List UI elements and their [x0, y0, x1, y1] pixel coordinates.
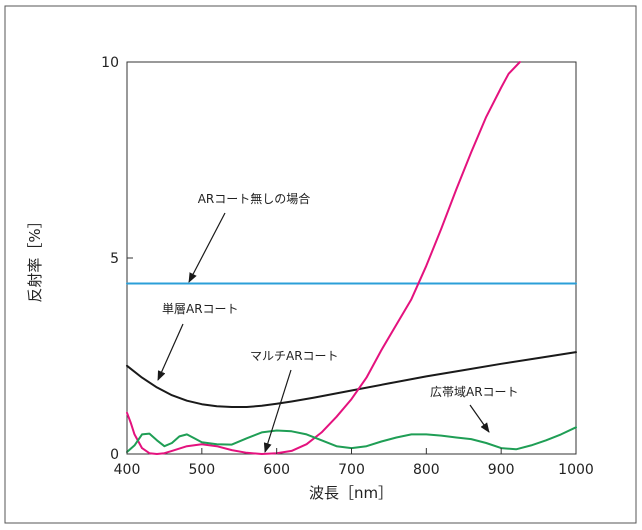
x-tick-label: 600 — [263, 462, 290, 478]
chart-frame — [4, 5, 637, 524]
y-tick-label: 5 — [110, 251, 119, 267]
x-axis-title: 波長［nm］ — [309, 484, 393, 502]
y-tick-label: 0 — [110, 447, 119, 463]
x-tick-label: 400 — [114, 462, 141, 478]
annotation-label-single-layer-ar: 単層ARコート — [162, 302, 239, 316]
series-line-multi-ar — [126, 61, 521, 455]
tick-layer: 400 500 600 700 800 900 1000 0 5 10 — [101, 55, 594, 478]
annotation-label-multi-ar: マルチARコート — [250, 349, 339, 363]
x-tick-label: 900 — [488, 462, 515, 478]
x-tick-label: 1000 — [558, 462, 594, 478]
annotation-arrow-multi-ar — [263, 369, 292, 453]
x-tick-label: 800 — [413, 462, 440, 478]
x-tick-label: 500 — [188, 462, 215, 478]
annotation-arrow-single-layer-ar — [157, 323, 184, 381]
series-line-broadband-ar — [126, 426, 577, 453]
series-layer — [126, 61, 577, 455]
y-axis-title: 反射率［%］ — [26, 213, 44, 302]
series-line-single-layer-ar — [126, 351, 577, 408]
annotation-label-no-ar: ARコート無しの場合 — [198, 191, 311, 206]
x-tick-label: 700 — [338, 462, 365, 478]
annotation-arrow-broadband-ar — [469, 404, 490, 433]
annotation-label-broadband-ar: 広帯域ARコート — [430, 385, 519, 399]
y-tick-label: 10 — [101, 55, 119, 71]
annotation-arrow-no-ar — [188, 212, 226, 283]
